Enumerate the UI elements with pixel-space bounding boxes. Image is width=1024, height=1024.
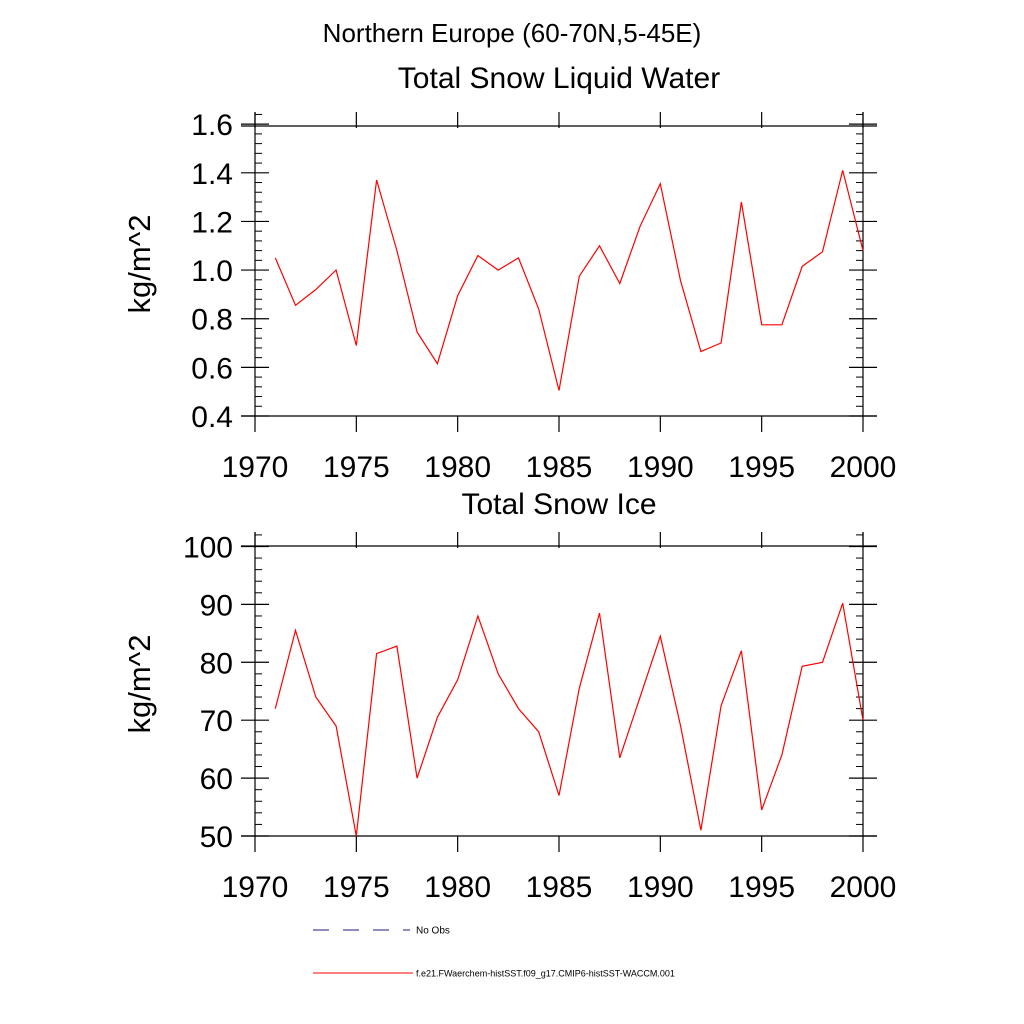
panel-2-series-line xyxy=(274,603,864,837)
panel-1-xtick-label: 1985 xyxy=(526,451,593,484)
panel-1-ytick-label: 1.4 xyxy=(191,158,233,191)
panel-1-ytick-label: 1.6 xyxy=(191,109,233,142)
panel-1-title: Total Snow Liquid Water xyxy=(398,62,720,95)
panel-1-y-axis-label: kg/m^2 xyxy=(122,215,157,314)
panel-2-xtick-label: 1985 xyxy=(526,871,593,904)
panel-1-ytick-label: 1.2 xyxy=(191,206,233,239)
panel-2-y-axis-label: kg/m^2 xyxy=(122,635,157,734)
panel-2-xtick-label: 1995 xyxy=(728,871,795,904)
panel-2-ytick-label: 50 xyxy=(200,821,233,854)
panel-1-series-line xyxy=(274,170,864,391)
panel-1-xtick-label: 1975 xyxy=(323,451,390,484)
panel-1-xtick-label: 1995 xyxy=(728,451,795,484)
panel-2-ytick-label: 70 xyxy=(200,705,233,738)
panel-1-ytick-label: 0.6 xyxy=(191,352,233,385)
panel-2-ytick-label: 60 xyxy=(200,763,233,796)
panel-2-xtick-label: 1970 xyxy=(222,871,289,904)
panel-1: Total Snow Liquid Water 0.4 0.6 0.8 1.0 1.2 1.… xyxy=(122,62,896,484)
legend-label-1: No Obs xyxy=(416,926,450,937)
legend-label-2: f.e21.FWaerchem-histSST.f09_g17.CMIP6-hi… xyxy=(416,969,675,979)
panel-2-xtick-label: 1975 xyxy=(323,871,390,904)
panel-1-ytick-label: 0.4 xyxy=(191,401,233,434)
panel-1-ytick-label: 1.0 xyxy=(191,255,233,288)
panel-2-xtick-label: 2000 xyxy=(830,871,897,904)
panel-2-xtick-label: 1980 xyxy=(424,871,491,904)
panel-2-xtick-label: 1990 xyxy=(627,871,694,904)
panel-2-title: Total Snow Ice xyxy=(461,488,656,521)
panel-2: Total Snow Ice 50 60 70 80 90 100 1970 1975 1980 1… xyxy=(122,488,896,904)
panel-1-xtick-label: 1990 xyxy=(627,451,694,484)
panel-2-ytick-label: 100 xyxy=(183,531,233,564)
panel-1-xtick-label: 2000 xyxy=(830,451,897,484)
panel-2-ytick-label: 80 xyxy=(200,647,233,680)
panel-1-ytick-label: 0.8 xyxy=(191,304,233,337)
page-title: Northern Europe (60-70N,5-45E) xyxy=(323,18,702,48)
panel-1-xtick-label: 1970 xyxy=(222,451,289,484)
panel-1-xtick-label: 1980 xyxy=(424,451,491,484)
panel-2-ytick-label: 90 xyxy=(200,589,233,622)
